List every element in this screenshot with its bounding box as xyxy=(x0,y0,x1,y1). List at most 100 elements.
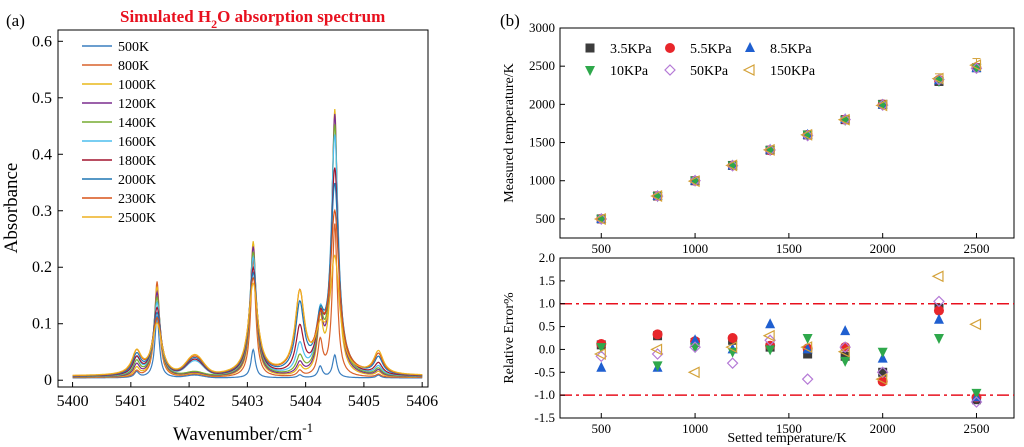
panel-b-bottom-point xyxy=(596,361,607,372)
panel-a-plot-frame xyxy=(57,29,429,388)
panel-b-bottom-point xyxy=(840,351,850,361)
panel-b-top-xtick-label: 500 xyxy=(592,241,612,256)
panel-b-bottom-point xyxy=(875,373,888,386)
panel-b-bottom-point xyxy=(727,347,738,358)
panel-a-legend-label: 2000K xyxy=(118,173,156,188)
panel-a-legend-label: 2500K xyxy=(118,211,156,226)
panel-b-bottom-point xyxy=(933,313,944,324)
panel-b-top-xtick-label: 2000 xyxy=(870,241,896,256)
panel-b-top-point xyxy=(931,72,944,85)
panel-b-top-point xyxy=(650,190,663,202)
panel-b-top-xtick-label: 2500 xyxy=(963,241,989,256)
panel-a-legend-label: 500K xyxy=(118,40,149,55)
panel-a-series-line xyxy=(72,223,423,379)
panel-b-bottom-ytick-label: 1.0 xyxy=(539,296,555,311)
panel-b-bottom-xlabel: Setted temperature/K xyxy=(727,431,846,446)
panel-a-legend-label: 1600K xyxy=(118,135,156,150)
panel-b-bottom-point xyxy=(650,343,663,356)
panel-b-bottom-point xyxy=(802,334,813,344)
panel-b-bottom-xtick-label: 2500 xyxy=(963,421,989,436)
panel-b-bottom-point xyxy=(725,341,738,354)
panel-a-ylabel: Absorbance xyxy=(1,163,22,254)
panel-a-legend-label: 1400K xyxy=(118,116,156,131)
panel-b-top-point xyxy=(593,213,606,225)
panel-b-bottom-point xyxy=(931,270,944,283)
panel-b-bottom-point xyxy=(933,295,945,308)
panel-a-ytick-label: 0 xyxy=(44,372,52,389)
panel-b-bottom-point xyxy=(595,350,608,363)
panel-b-bottom-point xyxy=(690,334,701,345)
panel-b-bottom-point xyxy=(727,333,738,343)
panel-b-bottom-point xyxy=(652,361,663,372)
panel-b-bottom-ylabel: Relative Error% xyxy=(502,292,517,384)
panel-b-bottom-point xyxy=(878,367,888,377)
panel-b-bottom-point xyxy=(800,341,813,354)
panel-a-xtick-label: 5400 xyxy=(57,393,89,410)
panel-a-legend-label: 1800K xyxy=(118,154,156,169)
panel-b-bottom-xtick-label: 500 xyxy=(592,421,612,436)
panel-b-bottom-point xyxy=(726,357,739,369)
panel-a-legend-label: 800K xyxy=(118,59,149,74)
panel-a-ytick-label: 0.4 xyxy=(32,146,52,163)
panel-b-bottom-point xyxy=(801,373,814,385)
panel-b-legend-marker xyxy=(665,43,675,53)
panel-a-xtick-label: 5401 xyxy=(115,393,147,410)
panel-a-xtick-label: 5402 xyxy=(173,393,205,410)
panel-b-legend-marker xyxy=(664,64,676,76)
panel-b-bottom-point xyxy=(840,325,851,336)
panel-a-ytick-label: 0.1 xyxy=(32,316,52,333)
panel-b-bottom-ytick-label: -0.5 xyxy=(534,364,555,379)
panel-b-bottom-point xyxy=(762,329,775,342)
panel-a-legend-label: 1200K xyxy=(118,97,156,112)
panel-a-xlabel: Wavenumber/cm-1 xyxy=(173,420,313,445)
panel-b-top-legend: 3.5KPa 5.5KPa 8.5KPa 10KPa 50KPa 150KPa xyxy=(585,42,816,79)
panel-b-legend-label: 150KPa xyxy=(770,64,816,79)
panel-a-title: Simulated H2O absorption spectrum xyxy=(120,7,385,31)
panel-a-axes: 5400 5401 5402 5403 5404 5405 5406 0 0.1 0.2 0.3 0.… xyxy=(32,33,438,410)
panel-b-bottom-xtick-label: 2000 xyxy=(870,421,896,436)
panel-a-xlabel-main: Wavenumber/cm xyxy=(173,424,303,445)
panel-b-top-ytick-label: 500 xyxy=(536,211,556,226)
panel-b-bottom-ytick-label: 0.0 xyxy=(539,341,555,356)
panel-b-top-ytick-label: 3000 xyxy=(529,20,555,35)
panel-a-title-sub: 2 xyxy=(211,17,217,31)
panel-b-bottom-point xyxy=(690,343,701,354)
panel-a-title-main: Simulated H xyxy=(120,7,211,26)
panel-b-bottom-point xyxy=(652,329,663,340)
panel-b-bottom-point xyxy=(596,343,607,354)
panel-b-bottom-point xyxy=(687,366,700,379)
panel-b-bottom-point xyxy=(933,305,944,316)
panel-b-bottom-axes: 500 1000 1500 2000 2500 -1.5 -1.0 -0.5 0.0 0.5 1.0… xyxy=(534,250,989,436)
panel-b-top-point xyxy=(689,174,701,187)
panel-b-bottom-point xyxy=(689,341,701,353)
panel-a-series-line xyxy=(72,315,423,379)
panel-b-top-point xyxy=(687,175,700,188)
panel-b-top-ylabel: Measured temperature/K xyxy=(502,63,517,203)
panel-b-top-xtick-label: 1500 xyxy=(776,241,802,256)
panel-b-legend-marker xyxy=(585,43,595,53)
panel-b-top-xtick-label: 1000 xyxy=(682,241,708,256)
panel-b-bottom-point xyxy=(803,349,813,359)
panel-b-legend-label: 50KPa xyxy=(690,64,729,79)
panel-b-top-point xyxy=(725,159,738,172)
panel-b-top-point xyxy=(969,59,982,72)
panel-b-bottom-point xyxy=(764,334,776,347)
panel-b-legend-label: 8.5KPa xyxy=(770,42,812,57)
panel-b-bottom-point xyxy=(969,318,982,331)
panel-b-bottom-ytick-label: 0.5 xyxy=(539,319,555,334)
panel-b-bottom-reference-lines xyxy=(560,302,1014,396)
panel-b-top-point xyxy=(875,99,888,112)
panel-b-legend-label: 5.5KPa xyxy=(690,42,732,57)
panel-a-legend: 500K 800K 1000K 1200K 1400K 1600K 1800K 2000K 23… xyxy=(82,40,156,226)
panel-a-title-rest: O absorption spectrum xyxy=(217,7,385,26)
panel-a-legend-label: 1000K xyxy=(118,78,156,93)
panel-b-bottom-points xyxy=(593,270,983,408)
panel-a-series-group xyxy=(72,109,423,379)
panel-b-legend-marker xyxy=(742,64,755,76)
panel-b-legend-marker xyxy=(745,42,755,52)
panel-b-top-ytick-label: 1000 xyxy=(529,173,555,188)
panel-b-bottom-ytick-label: 2.0 xyxy=(539,250,555,265)
panel-b-top-point xyxy=(837,113,850,126)
panel-a-xlabel-sup: -1 xyxy=(302,420,313,435)
